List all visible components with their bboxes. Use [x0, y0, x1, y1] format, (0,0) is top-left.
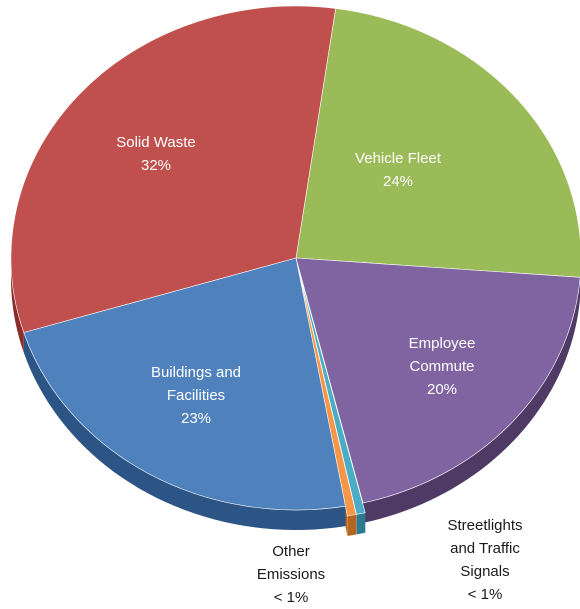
slice-vehicle-fleet — [295, 8, 580, 278]
slice-category-label: Streetlights — [447, 517, 522, 534]
slice-side-5-0 — [11, 260, 24, 353]
slice-side-4-0 — [23, 332, 346, 530]
slice-value-label: 24% — [383, 173, 413, 190]
slice-side-1-0 — [363, 278, 580, 523]
slice-category-label: and Traffic — [450, 540, 520, 557]
slice-category-label: Vehicle Fleet — [355, 150, 442, 167]
slice-category-label: Buildings and — [151, 364, 241, 381]
slice-employee-commute — [295, 257, 580, 504]
slice-value-label: 23% — [181, 410, 211, 427]
slice-value-label: 32% — [141, 157, 171, 174]
slice-category-label: Employee — [409, 335, 476, 352]
slice-labels: Vehicle Fleet 24% Employee Commute 20% Street… — [116, 134, 522, 606]
slice-category-label: Facilities — [167, 387, 225, 404]
slice-category-label: Commute — [409, 358, 474, 375]
slice-value-label: < 1% — [468, 586, 503, 603]
slice-category-label: Solid Waste — [116, 134, 195, 151]
slice-other-emissions — [297, 267, 357, 517]
slice-category-label: Other — [272, 543, 310, 560]
slice-solid-waste — [10, 5, 337, 333]
slice-streetlights-and-traffic-signals — [297, 267, 366, 515]
slice-category-label: Emissions — [257, 566, 325, 583]
slice-value-label: < 1% — [274, 589, 309, 606]
slice-buildings-and-facilities — [23, 257, 346, 511]
pie-slices — [10, 5, 580, 517]
slice-value-label: 20% — [427, 381, 457, 398]
slice-category-label: Signals — [460, 563, 509, 580]
